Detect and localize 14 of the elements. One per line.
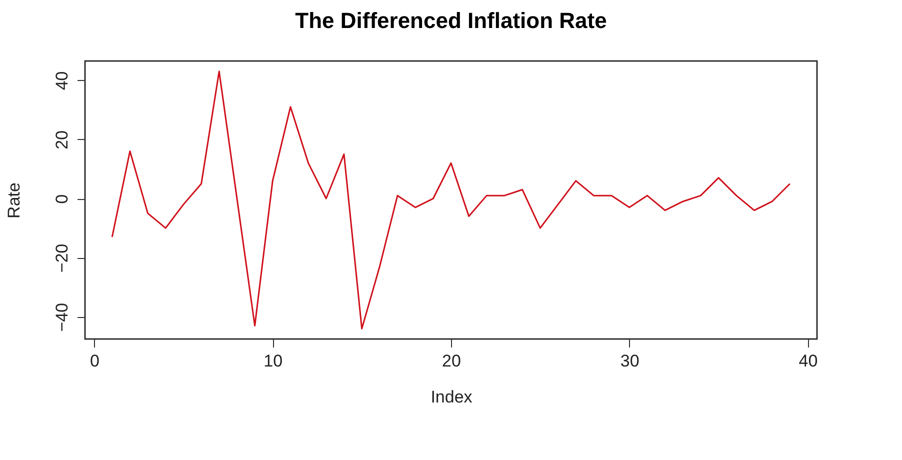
- x-tick-label: 10: [264, 352, 283, 370]
- x-tick-label: 40: [798, 352, 818, 370]
- y-tick-label: 40: [52, 71, 72, 90]
- x-tick-label: 0: [90, 352, 100, 370]
- y-tick-label: 0: [52, 194, 72, 204]
- y-axis-title: Rate: [4, 182, 24, 218]
- x-axis-title: Index: [430, 388, 473, 406]
- y-tick-label: −40: [52, 302, 72, 332]
- x-tick-label: 30: [620, 352, 640, 370]
- line-series: [111, 70, 791, 330]
- y-tick-label: 20: [52, 130, 72, 150]
- x-tick-label: 20: [442, 352, 461, 370]
- chart-title: The Differenced Inflation Rate: [295, 8, 607, 33]
- y-tick-label: −20: [52, 244, 72, 273]
